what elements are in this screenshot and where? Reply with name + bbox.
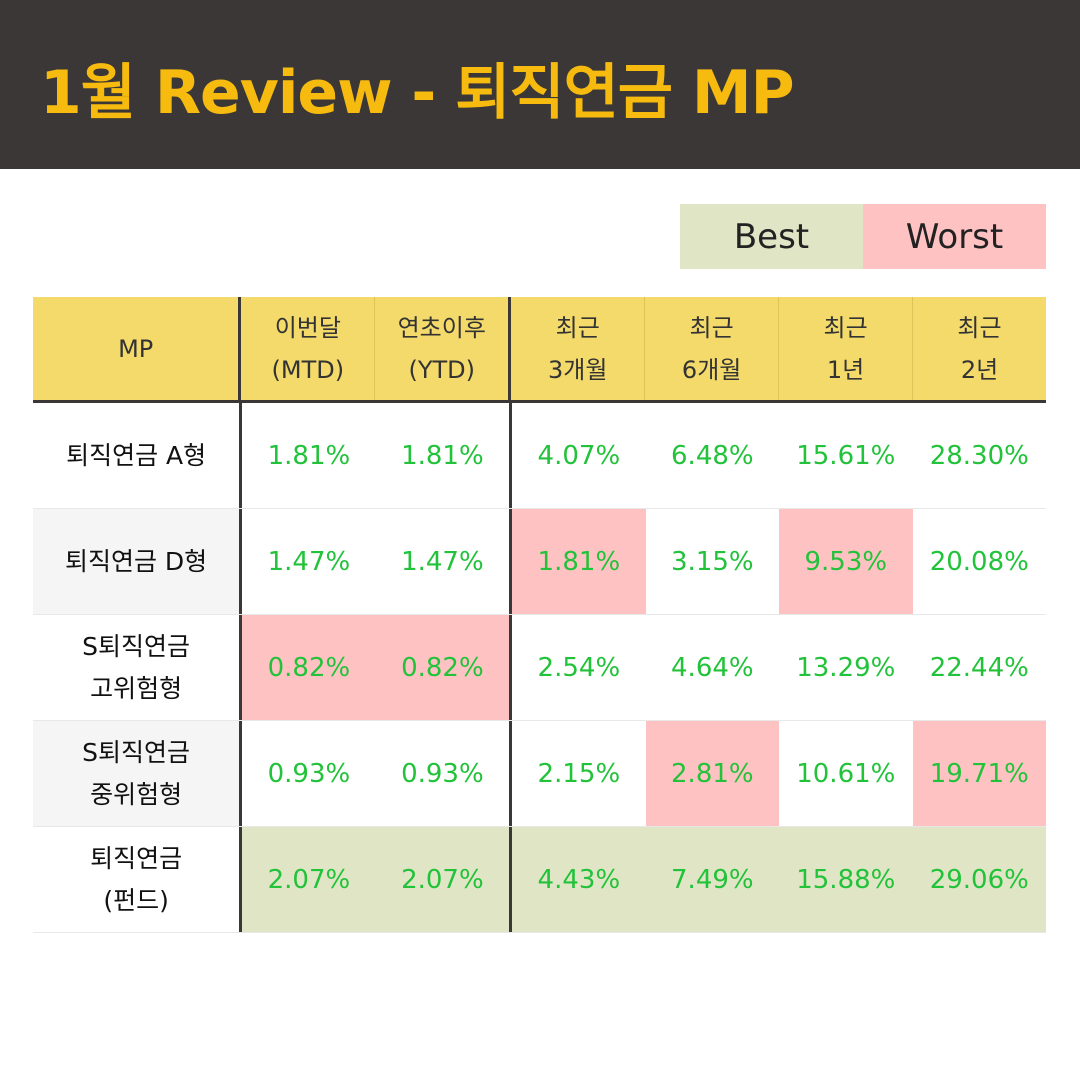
cell-ytd: 2.07% <box>375 827 513 932</box>
header-ytd: 연초이후 (YTD) <box>375 297 512 400</box>
table-row: 퇴직연금 A형 1.81% 1.81% 4.07% 6.48% 15.61% 2… <box>33 403 1046 509</box>
cell-6m: 7.49% <box>645 827 780 932</box>
legend: Best Worst <box>680 204 1046 269</box>
legend-worst: Worst <box>863 204 1046 269</box>
cell-1y: 10.61% <box>796 758 896 789</box>
cell-ytd: 0.93% <box>376 721 513 826</box>
cell-3m: 2.15% <box>537 758 621 789</box>
row-name: S퇴직연금 고위험형 <box>33 615 243 720</box>
table-row: 퇴직연금 D형 1.47% 1.47% 1.81% 3.15% 9.53% 20… <box>33 509 1046 615</box>
header-2y: 최근 2년 <box>957 313 1002 384</box>
page-title: 1월 Review - 퇴직연금 MP <box>40 58 795 128</box>
cell-6m: 2.81% <box>645 721 780 826</box>
row-name: S퇴직연금 중위험형 <box>33 721 243 826</box>
cell-1y: 9.53% <box>779 509 913 614</box>
header-3m: 최근 3개월 <box>511 297 646 400</box>
returns-table: MP 이번달 (MTD) 연초이후 (YTD) 최근 3개월 최근 6개월 최근… <box>33 297 1046 933</box>
table-row: S퇴직연금 고위험형 0.82% 0.82% 2.54% 4.64% 13.29… <box>33 615 1046 721</box>
cell-3m: 4.07% <box>537 440 621 471</box>
table-row: 퇴직연금 (펀드) 2.07% 2.07% 4.43% 7.49% 15.88%… <box>33 827 1046 933</box>
cell-1y: 13.29% <box>796 652 896 683</box>
cell-3m: 4.43% <box>512 827 646 932</box>
header-1y: 최근 1년 <box>779 297 914 400</box>
cell-1y: 15.61% <box>796 440 896 471</box>
legend-best: Best <box>680 204 863 269</box>
cell-2y: 29.06% <box>912 827 1046 932</box>
cell-1y: 15.88% <box>779 827 913 932</box>
cell-ytd: 1.81% <box>376 403 513 508</box>
cell-6m: 4.64% <box>671 652 754 683</box>
row-name: 퇴직연금 A형 <box>33 403 243 508</box>
cell-3m: 2.54% <box>537 652 621 683</box>
cell-6m: 3.15% <box>671 546 754 577</box>
cell-ytd: 1.47% <box>376 509 513 614</box>
table-header-row: MP 이번달 (MTD) 연초이후 (YTD) 최근 3개월 최근 6개월 최근… <box>33 297 1046 403</box>
cell-mtd: 0.82% <box>242 615 376 720</box>
header-mtd: 이번달 (MTD) <box>241 297 376 400</box>
cell-6m: 6.48% <box>671 440 754 471</box>
cell-3m: 1.81% <box>512 509 646 614</box>
cell-2y: 22.44% <box>929 652 1029 683</box>
cell-mtd: 0.93% <box>267 758 351 789</box>
cell-ytd: 0.82% <box>375 615 513 720</box>
cell-2y: 19.71% <box>912 721 1046 826</box>
table-row: S퇴직연금 중위험형 0.93% 0.93% 2.15% 2.81% 10.61… <box>33 721 1046 827</box>
header-bar: 1월 Review - 퇴직연금 MP <box>0 0 1080 169</box>
cell-mtd: 1.47% <box>267 546 351 577</box>
cell-mtd: 1.81% <box>267 440 351 471</box>
header-6m: 최근 6개월 <box>645 297 780 400</box>
cell-2y: 28.30% <box>929 440 1029 471</box>
row-name: 퇴직연금 (펀드) <box>33 827 243 932</box>
row-name: 퇴직연금 D형 <box>33 509 243 614</box>
cell-mtd: 2.07% <box>242 827 376 932</box>
header-mp: MP <box>33 297 242 400</box>
cell-2y: 20.08% <box>929 546 1029 577</box>
